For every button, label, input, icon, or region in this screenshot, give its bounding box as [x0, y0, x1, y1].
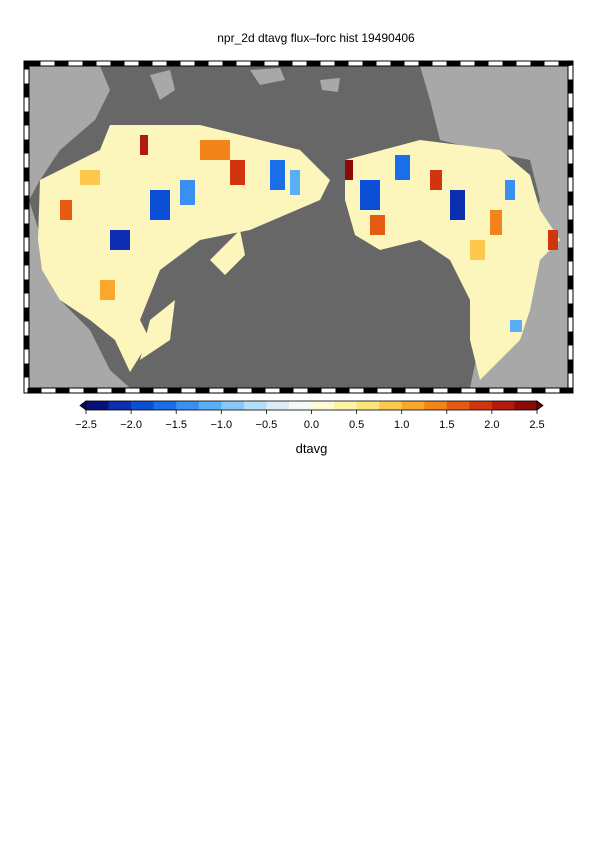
colorbar-tick-label: 2.5: [529, 419, 544, 431]
colorbar-segment: [176, 401, 200, 410]
colorbar-tick-label: −1.0: [210, 419, 232, 431]
land: [29, 66, 110, 200]
colorbar-segment: [514, 401, 538, 410]
colorbar-segment: [311, 401, 335, 410]
land: [29, 200, 130, 388]
colorbar-segment: [446, 401, 470, 410]
colorbar-tick-label: −0.5: [256, 419, 278, 431]
colorbar-segment: [198, 401, 222, 410]
colorbar-tick-label: −2.0: [120, 419, 142, 431]
colorbar-tick-label: −2.5: [75, 419, 97, 431]
colorbar-segment: [131, 401, 155, 410]
colorbar-over: [536, 400, 544, 411]
colorbar-segment: [379, 401, 403, 410]
colorbar-segment: [108, 401, 132, 410]
colorbar-tick-label: 0.5: [349, 419, 364, 431]
map-title: npr_2d dtavg flux–forc hist 19490406: [217, 31, 415, 45]
colorbar-segment: [243, 401, 267, 410]
colorbar-tick-label: 2.0: [484, 419, 499, 431]
map: [29, 66, 568, 388]
colorbar-under: [79, 400, 87, 411]
data-field: [140, 230, 245, 360]
map-frame: [23, 60, 574, 394]
colorbar-segment: [266, 401, 290, 410]
colorbar-segment: [221, 401, 245, 410]
colorbar-segment: [491, 401, 515, 410]
land: [420, 66, 568, 388]
colorbar-tick-label: 1.0: [394, 419, 409, 431]
data-anomalies: [60, 135, 558, 332]
colorbar-segment: [334, 401, 357, 410]
colorbar-segment: [288, 401, 312, 410]
island: [150, 68, 340, 100]
colorbar-segment: [356, 401, 380, 410]
colorbar: −2.5 −2.0 −1.5 −1.0 −0.5 0.0 0.5 1.0 1.5 2.0 2.5 dt…: [75, 400, 545, 456]
colorbar-segment: [153, 401, 177, 410]
colorbar-tick-label: 1.5: [439, 419, 454, 431]
data-field: [38, 125, 330, 372]
colorbar-tick-label: 0.0: [304, 419, 319, 431]
colorbar-segment: [86, 401, 109, 410]
colorbar-segment: [469, 401, 493, 410]
colorbar-tick-label: −1.5: [165, 419, 187, 431]
colorbar-label: dtavg: [296, 441, 328, 456]
colorbar-segment: [424, 401, 448, 410]
colorbar-segment: [401, 401, 425, 410]
